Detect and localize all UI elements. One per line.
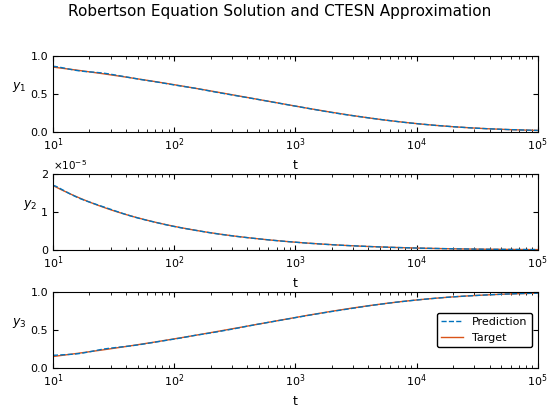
Target [534,128,541,133]
Target [428,246,435,251]
Prediction [534,291,541,296]
Target [49,183,56,188]
Prediction [534,247,541,252]
Prediction [436,295,443,300]
Prediction [382,244,389,249]
Y-axis label: $y_1$: $y_1$ [12,80,26,94]
Target [436,123,443,128]
X-axis label: t: t [293,277,298,290]
Prediction [99,204,106,209]
Prediction [246,323,253,328]
Prediction [263,237,270,242]
Prediction [246,235,253,240]
Target [382,244,389,249]
Target [534,247,541,252]
Line: Prediction: Prediction [53,186,538,249]
Line: Target: Target [53,67,538,131]
Line: Prediction: Prediction [53,293,538,355]
Line: Prediction: Prediction [53,66,538,130]
Prediction [263,320,270,325]
Target [49,65,56,70]
Prediction [382,301,389,306]
Y-axis label: $y_3$: $y_3$ [12,316,26,330]
Target [436,246,443,251]
Target [382,118,389,123]
Prediction [49,64,56,69]
Line: Target: Target [53,293,538,357]
Text: $\times 10^{-5}$: $\times 10^{-5}$ [53,158,87,172]
Target [428,123,435,128]
Prediction [428,296,435,301]
Prediction [436,246,443,251]
Target [534,291,541,296]
Target [99,347,106,352]
X-axis label: t: t [293,159,298,172]
Y-axis label: $y_2$: $y_2$ [22,198,37,212]
Target [99,71,106,76]
Legend: Prediction, Target: Prediction, Target [437,312,532,347]
Line: Target: Target [53,186,538,249]
Target [382,301,389,306]
Target [436,295,443,300]
Prediction [428,123,435,128]
X-axis label: t: t [293,395,298,408]
Target [49,354,56,359]
Target [428,296,435,301]
Target [246,323,253,328]
Prediction [49,353,56,358]
Target [263,98,270,103]
Prediction [246,95,253,100]
Prediction [382,118,389,123]
Prediction [534,128,541,133]
Target [263,237,270,242]
Prediction [428,246,435,251]
Text: Robertson Equation Solution and CTESN Approximation: Robertson Equation Solution and CTESN Ap… [68,4,492,19]
Prediction [263,98,270,103]
Target [99,205,106,210]
Prediction [99,347,106,352]
Target [246,235,253,240]
Prediction [49,183,56,188]
Target [263,320,270,325]
Prediction [436,123,443,128]
Target [246,95,253,100]
Prediction [99,71,106,76]
